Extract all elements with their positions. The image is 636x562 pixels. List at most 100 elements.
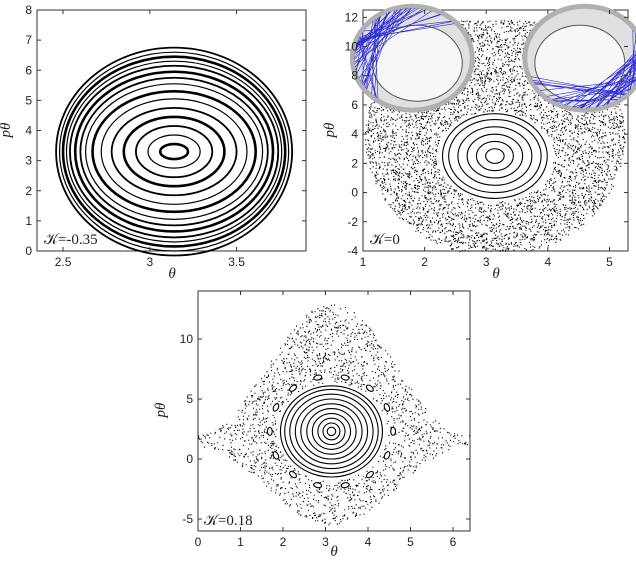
inset-trajectory <box>354 7 455 99</box>
orbit-curve <box>55 46 294 257</box>
y-tick-label: 8 <box>25 3 32 17</box>
x-axis-label: θ <box>330 544 338 560</box>
y-tick-label: 10 <box>345 40 359 54</box>
resonance-island <box>313 482 323 489</box>
orbit-curve <box>448 118 542 194</box>
y-tick-label: -4 <box>347 244 358 258</box>
orbit-curve <box>79 76 269 227</box>
orbit-curve <box>322 422 341 441</box>
y-axis-label: pθ <box>0 122 14 139</box>
resonance-island <box>383 403 391 412</box>
orbit-curve <box>65 60 283 243</box>
orbit-curve <box>300 403 363 460</box>
y-tick-label: 7 <box>25 33 32 47</box>
x-tick-label: 1 <box>237 535 244 549</box>
resonance-island <box>365 470 374 479</box>
inset-billiard <box>522 3 636 113</box>
inset-billiard <box>349 3 475 113</box>
x-tick-label: 3 <box>146 255 153 269</box>
resonance-island <box>289 384 298 392</box>
orbit-curve <box>110 107 238 197</box>
y-tick-label: 2 <box>25 184 32 198</box>
y-tick-label: 4 <box>351 127 358 141</box>
resonance-island <box>365 384 374 392</box>
x-axis-label: θ <box>492 266 500 282</box>
orbit-curve <box>306 408 357 455</box>
orbit-curve <box>135 125 214 179</box>
orbit-curve <box>91 90 257 214</box>
orbit-curve <box>289 393 374 470</box>
x-tick-label: 3 <box>322 535 329 549</box>
parameter-label: 𝒦=0.18 <box>204 513 253 529</box>
orbit-curve <box>279 385 384 478</box>
x-tick-label: 2.5 <box>55 255 72 269</box>
x-tick-label: 2 <box>421 255 428 269</box>
orbit-curve <box>311 412 352 450</box>
x-tick-label: 1 <box>360 255 367 269</box>
x-tick-label: 4 <box>545 255 552 269</box>
orbit-curve <box>122 115 226 188</box>
orbit-curve <box>147 134 201 169</box>
resonance-island <box>313 374 323 381</box>
y-tick-label: 0 <box>351 186 358 200</box>
panel-top-left: 2.5 3 3.5 0 1 2 3 4 5 6 7 8 θ pθ 𝒦=-0.35 <box>0 3 307 282</box>
resonance-island <box>340 374 350 381</box>
plot-frame <box>197 290 471 532</box>
orbit-curve <box>73 70 275 233</box>
resonance-island <box>383 451 391 460</box>
orbit-curve <box>485 148 505 164</box>
x-tick-label: 3 <box>483 255 490 269</box>
y-tick-label: 5 <box>25 93 32 107</box>
y-tick-label: 10 <box>180 332 194 346</box>
x-tick-label: 0 <box>195 535 202 549</box>
resonance-island <box>288 470 297 479</box>
x-tick-label: 2 <box>280 535 287 549</box>
orbit-curve <box>317 417 346 446</box>
orbit-curve <box>475 140 514 172</box>
x-tick-label: 5 <box>407 535 414 549</box>
y-tick-label: 6 <box>25 63 32 77</box>
resonance-island <box>272 403 280 412</box>
x-axis-label: θ <box>168 266 176 282</box>
y-tick-label: -2 <box>347 215 358 229</box>
x-tick-label: 3.5 <box>228 255 245 269</box>
y-axis-label: pθ <box>153 402 169 419</box>
resonance-island <box>390 426 397 436</box>
orbit-curve <box>158 142 190 161</box>
orbit-curve <box>284 388 379 474</box>
x-tick-label: 5 <box>606 255 613 269</box>
y-tick-label: 0 <box>186 452 193 466</box>
orbit-curve <box>441 113 548 199</box>
y-tick-label: 6 <box>351 98 358 112</box>
chaotic-sea <box>365 20 626 253</box>
y-tick-label: 1 <box>25 214 32 228</box>
inset-inner-boundary <box>371 24 463 102</box>
y-tick-label: 5 <box>186 392 193 406</box>
orbit-curve <box>466 133 524 179</box>
resonance-island <box>272 451 280 460</box>
y-tick-label: 0 <box>25 244 32 258</box>
orbit-curve <box>69 64 280 239</box>
y-tick-label: 3 <box>25 154 32 168</box>
y-tick-label: 2 <box>351 156 358 170</box>
orbit-curve <box>457 126 533 186</box>
orbit-curve <box>58 51 290 252</box>
orbit-curve <box>294 398 369 465</box>
resonance-island <box>340 482 350 489</box>
resonance-island <box>266 426 273 436</box>
y-tick-label: 8 <box>351 69 358 83</box>
y-tick-label: 12 <box>345 10 359 24</box>
y-tick-label: -5 <box>182 512 193 526</box>
x-tick-label: 6 <box>450 535 457 549</box>
y-axis-label: pθ <box>322 122 338 139</box>
orbit-curve <box>100 98 248 205</box>
x-tick-label: 4 <box>365 535 372 549</box>
orbit-curve <box>326 426 337 437</box>
parameter-label: 𝒦=-0.35 <box>44 232 98 248</box>
orbit-curve <box>61 55 287 248</box>
parameter-label: 𝒦=0 <box>370 232 400 248</box>
y-tick-label: 4 <box>25 124 32 138</box>
